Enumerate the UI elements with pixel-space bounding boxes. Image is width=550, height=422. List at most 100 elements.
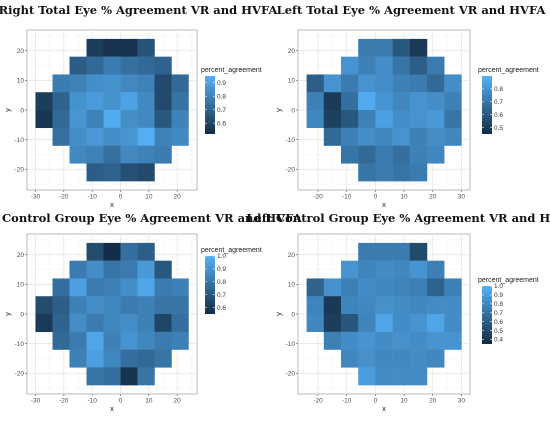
heatmap-cell [137,110,155,129]
heatmap-cell [69,260,87,279]
heatmap-cell [427,260,445,279]
y-axis-label: y [274,108,283,112]
y-tick-label: -10 [15,137,25,144]
legend-title: percent_agreement [201,247,262,254]
heatmap-cell [69,349,87,368]
legend-tick-label: 0.8 [494,86,503,93]
heatmap-cell [69,296,87,315]
legend-tick-label: 0.9 [494,292,503,299]
heatmap-cell [409,56,428,75]
heatmap-cell [120,92,138,111]
heatmap-cell [120,331,138,350]
heatmap-cell [341,56,359,75]
heatmap-cell [120,260,138,279]
x-axis-label: x [382,404,386,413]
heatmap-cell [358,331,376,350]
heatmap-cell [69,145,87,164]
heatmap-cell [171,127,189,146]
x-tick-label: 10 [400,194,408,201]
heatmap-cell [392,260,411,279]
x-tick-label: 10 [145,398,153,405]
x-tick-label: 30 [458,398,466,405]
legend-tick-label: 0.7 [217,292,226,299]
x-tick-label: 20 [174,398,182,405]
legend-tick-label: 0.9 [217,80,226,87]
heatmap-cell [375,260,393,279]
heatmap-cell [392,349,411,368]
heatmap-cell [69,110,87,129]
heatmap-cell [375,278,393,297]
heatmap-cell [137,38,155,57]
legend-tick-label: 0.6 [217,305,226,312]
x-axis-label: x [110,200,114,209]
heatmap-cell [392,314,411,333]
heatmap-cell [409,92,428,111]
x-tick-label: -20 [59,398,69,405]
heatmap-panel-3: Right Control Group Eye % Agreement VR a… [0,211,303,413]
heatmap-cell [358,296,376,315]
heatmap-cell [35,110,53,129]
y-tick-label: -20 [286,167,296,174]
heatmap-cell [52,74,70,93]
heatmap-cell [103,163,121,182]
x-tick-label: 0 [374,194,378,201]
heatmap-cell [103,38,121,57]
heatmap-cell [375,367,393,386]
heatmap-cell [341,110,359,129]
heatmap-cell [86,145,104,164]
heatmap-cell [137,331,155,350]
heatmap-cell [427,296,445,315]
x-tick-label: -20 [59,194,69,201]
heatmap-cell [392,367,411,386]
heatmap-cell [137,296,155,315]
y-tick-label: 0 [20,107,24,114]
heatmap-cell [427,278,445,297]
heatmap-cell [103,296,121,315]
heatmap-cell [103,56,121,75]
heatmap-cell [409,38,428,57]
heatmap-cell [86,296,104,315]
heatmap-cell [154,74,172,93]
heatmap-cell [137,367,155,386]
heatmap-cell [120,110,138,129]
heatmap-cell [358,92,376,111]
heatmap-cell [375,314,393,333]
y-tick-label: 10 [17,78,25,85]
heatmap-cell [171,278,189,297]
heatmap-cell [306,296,325,315]
heatmap-cell [69,56,87,75]
y-tick-label: 20 [288,48,296,55]
legend-tick-label: 0.6 [494,319,503,326]
heatmap-cell [86,367,104,386]
heatmap-cell [341,314,359,333]
y-tick-label: -10 [286,137,296,144]
legend-title: percent_agreement [478,67,539,74]
legend-colorbar [205,76,215,134]
y-axis-label: y [274,312,283,316]
y-tick-label: 10 [288,78,296,85]
heatmap-cell [69,92,87,111]
heatmap-cell [323,314,342,333]
x-tick-label: 20 [174,194,182,201]
heatmap-cell [375,56,393,75]
x-tick-label: -30 [31,194,41,201]
heatmap-cell [375,296,393,315]
legend-tick-label: 0.8 [494,301,503,308]
heatmap-cell [103,260,121,279]
heatmap-cell [86,314,104,333]
x-axis-label: x [110,404,114,413]
heatmap-cell [171,296,189,315]
y-tick-label: -20 [15,371,25,378]
heatmap-cell [375,127,393,146]
heatmap-cell [306,314,325,333]
heatmap-cell [358,127,376,146]
heatmap-cell [427,145,445,164]
heatmap-cell [409,260,428,279]
heatmap-cell [444,278,462,297]
heatmap-cell [341,260,359,279]
heatmap-cell [409,278,428,297]
heatmap-cell [341,127,359,146]
heatmap-cell [154,314,172,333]
heatmap-cell [120,296,138,315]
